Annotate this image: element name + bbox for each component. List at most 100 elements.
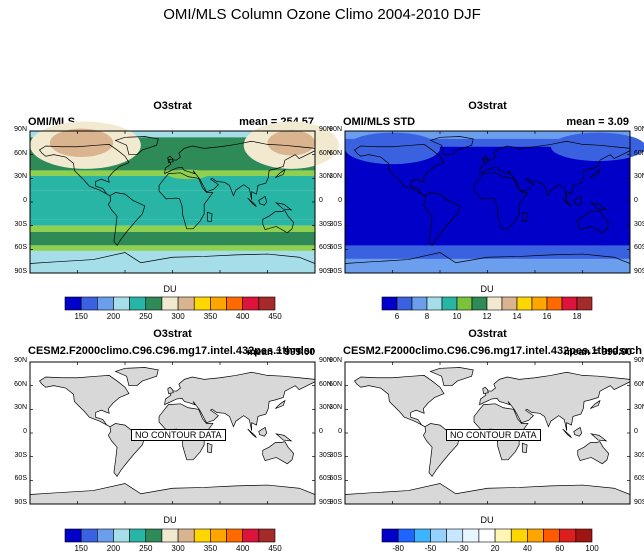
contour-region [345, 132, 440, 165]
colorbar-swatch [471, 296, 488, 311]
right-string: mean = 999.00 [563, 347, 632, 358]
continent-outline [275, 168, 286, 178]
colorbar-swatch [414, 528, 431, 543]
plot-title: O3strat [153, 328, 192, 340]
contour-region [49, 128, 114, 158]
colorbar-label: 6 [394, 312, 400, 321]
colorbar-swatch [486, 296, 503, 311]
contour-band [30, 131, 315, 138]
colorbar-swatch [258, 296, 276, 311]
continent-outline [473, 172, 529, 230]
contour-band [30, 250, 315, 273]
lat-label: 90S [14, 499, 27, 506]
colorbar-label: 350 [203, 312, 218, 321]
colorbar-swatch [561, 296, 578, 311]
colorbar-swatch [226, 528, 243, 543]
colorbar-unit: DU [480, 284, 494, 294]
lat-label: 0 [338, 428, 342, 435]
left-string: OMI/MLS STD [343, 116, 416, 128]
continent-outline [107, 192, 146, 246]
continent-outline [590, 168, 601, 178]
lat-label: 60S [14, 244, 27, 252]
colorbar-swatch [177, 528, 195, 543]
lat-label: 90S [329, 268, 342, 275]
colorbar-label: -30 [456, 544, 469, 553]
lat-label: 60N [634, 149, 644, 157]
colorbar-unit: DU [480, 515, 494, 525]
colorbar-label: 400 [236, 312, 250, 321]
colorbar-swatch [80, 296, 98, 311]
colorbar-swatch [510, 528, 528, 543]
colorbar-swatch [546, 296, 563, 311]
colorbar-swatch [161, 528, 179, 543]
colorbar-swatch [576, 296, 593, 311]
colorbar-swatch [411, 296, 428, 311]
colorbar-label: 18 [572, 312, 582, 321]
colorbar-swatch [543, 528, 560, 543]
lat-label: 90N [329, 357, 342, 364]
continent-outline [562, 197, 572, 208]
colorbar-swatch [113, 528, 130, 543]
lat-label: 90N [14, 357, 27, 364]
lat-label: 90S [14, 268, 27, 275]
continent-outline [429, 367, 474, 387]
lat-label: 30S [14, 220, 27, 228]
colorbar-swatch [161, 296, 179, 311]
map-plot [344, 130, 644, 274]
colorbar-swatch [145, 296, 163, 311]
continent-outline [590, 399, 601, 409]
lat-label: 0 [634, 197, 638, 204]
colorbar-swatch [210, 296, 227, 311]
lat-label: 0 [23, 197, 27, 204]
no-data-label: NO CONTOUR DATA [131, 429, 226, 441]
lat-label: 60S [634, 244, 644, 252]
contour-band [30, 245, 315, 251]
map-plot [29, 121, 339, 274]
lat-label: 30S [634, 451, 644, 459]
continent-outline [562, 428, 572, 439]
continent-outline [590, 433, 608, 442]
colorbar-label: 450 [268, 544, 282, 553]
colorbar-label: 300 [171, 544, 185, 553]
lat-label: 30S [319, 451, 332, 459]
lat-label: 30N [14, 173, 27, 181]
lat-label: 30N [319, 404, 332, 412]
lat-label: 60S [329, 244, 342, 252]
colorbar-swatch [97, 296, 114, 311]
colorbar-label: 300 [171, 312, 185, 321]
continent-outline [262, 210, 295, 234]
lat-label: 30S [329, 220, 342, 228]
lat-label: 30S [319, 220, 332, 228]
continent-outline [206, 442, 213, 454]
contour-region [550, 132, 644, 161]
lat-label: 90S [634, 268, 644, 275]
lat-label: 30N [329, 173, 342, 181]
contour-band [30, 219, 315, 226]
contour-band [345, 258, 630, 273]
lat-label: 90S [329, 499, 342, 506]
continent-outline [167, 386, 174, 394]
lat-label: 0 [338, 197, 342, 204]
continent-outline [577, 210, 610, 234]
colorbar-label: 400 [236, 544, 250, 553]
continent-outline [262, 441, 295, 465]
colorbar-label: 250 [139, 312, 153, 321]
plot-title: O3strat [153, 100, 192, 112]
colorbar [381, 528, 593, 543]
colorbar-swatch [242, 296, 260, 311]
colorbar-label: 16 [542, 312, 552, 321]
lat-label: 90N [319, 357, 332, 364]
colorbar-swatch [381, 528, 399, 543]
colorbar-unit: DU [163, 515, 177, 525]
colorbar-swatch [80, 528, 98, 543]
colorbar-label: 150 [74, 544, 88, 553]
lat-label: 60S [634, 475, 644, 483]
colorbar-swatch [129, 296, 147, 311]
continent-outline [479, 140, 631, 200]
continent-outline [164, 140, 316, 200]
no-data-label: NO CONTOUR DATA [446, 429, 541, 441]
lat-label: 0 [319, 197, 323, 204]
lat-label: 60S [14, 475, 27, 483]
colorbar-swatch [501, 296, 518, 311]
left-string: CESM2.F2000climo.C96.C96.mg17.intel.432p… [343, 345, 642, 357]
